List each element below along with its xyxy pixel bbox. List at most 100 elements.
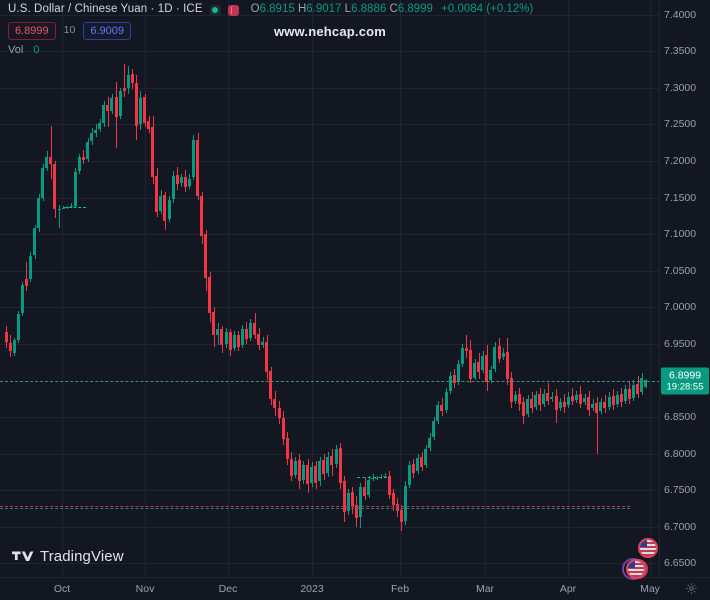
high-label: H	[297, 3, 307, 16]
grid-line-h	[0, 307, 660, 309]
flat-period-marker	[64, 207, 86, 209]
price-scale[interactable]: 7.4000 7.3500 7.3000 7.2500 7.2000 7.1500 7.10…	[659, 0, 710, 578]
remove-indicator-icon[interactable]	[227, 4, 239, 16]
candle-body	[45, 156, 48, 168]
candle-body	[465, 347, 468, 352]
price-tick-label: 6.7000	[664, 520, 697, 533]
grid-line-h	[0, 124, 660, 126]
price-tick-label: 7.4000	[664, 8, 697, 21]
candle-body	[163, 195, 166, 221]
candle-body	[603, 401, 606, 409]
candle-body	[131, 73, 134, 84]
candle-wick	[466, 335, 467, 359]
us-flag-badge[interactable]	[638, 538, 658, 558]
candle-body	[70, 205, 73, 208]
current-price-time: 19:28:55	[666, 381, 704, 393]
grid-line-h	[0, 453, 660, 455]
indicator-pill-red[interactable]: 6.8999	[8, 21, 56, 40]
candle-body	[278, 407, 281, 419]
candle-body	[245, 328, 248, 340]
change-value: +0.0084 (+0.12%)	[441, 3, 534, 16]
price-tick-label: 7.0000	[664, 301, 697, 314]
grid-line-h	[0, 490, 660, 492]
candle-wick	[71, 202, 72, 208]
candle-body	[273, 398, 276, 409]
candle-body	[591, 403, 594, 409]
candle-body	[94, 129, 97, 134]
price-tick-label: 7.0500	[664, 264, 697, 277]
candle-body	[269, 370, 272, 400]
candle-body	[343, 481, 346, 513]
price-tick-label: 7.1500	[664, 191, 697, 204]
price-tick-label: 6.7500	[664, 484, 697, 497]
open-label: O	[250, 3, 260, 16]
candle-wick	[59, 204, 60, 229]
candle-body	[624, 389, 627, 401]
candle-body	[33, 228, 36, 256]
candle-body	[115, 97, 118, 118]
candle-body	[347, 493, 350, 511]
candlestick-series	[5, 64, 647, 532]
candle-body	[498, 346, 501, 359]
candle-body	[440, 404, 443, 412]
gear-icon[interactable]	[685, 582, 698, 595]
candle-body	[493, 346, 496, 370]
grid-line-h	[0, 563, 660, 565]
tradingview-logo[interactable]: TradingView	[12, 548, 124, 565]
candle-body	[13, 340, 16, 353]
candle-body	[310, 466, 313, 483]
candle-body	[339, 448, 342, 483]
grid-line-v	[485, 0, 486, 578]
candle-body	[143, 96, 146, 123]
visibility-toggle-icon[interactable]	[209, 4, 221, 16]
candle-body	[608, 396, 611, 407]
symbol-title[interactable]: U.S. Dollar / Chinese Yuan · 1D · ICE	[8, 3, 203, 16]
candle-body	[502, 352, 505, 358]
candle-body	[595, 403, 598, 413]
candle-body	[265, 341, 268, 372]
price-tick-label: 6.6500	[664, 557, 697, 570]
candle-body	[485, 354, 488, 382]
current-price-badge[interactable]: 6.8999 19:28:55	[661, 367, 709, 395]
candle-body	[168, 200, 171, 220]
grid-line-h	[0, 87, 660, 89]
candle-body	[514, 395, 517, 401]
candle-body	[575, 395, 578, 401]
candle-body	[233, 335, 236, 349]
candle-body	[396, 504, 399, 511]
candle-body	[37, 197, 40, 229]
candle-body	[518, 394, 521, 404]
candle-wick	[381, 474, 382, 480]
candle-body	[155, 175, 158, 213]
candle-body	[583, 398, 586, 403]
indicator-pill-blue[interactable]: 6.9009	[83, 21, 131, 40]
chart-legend: U.S. Dollar / Chinese Yuan · 1D · ICE O 6…	[8, 3, 533, 56]
candle-body	[216, 329, 219, 336]
candle-body	[404, 485, 407, 521]
time-scale[interactable]: Oct Nov Dec 2023 Feb Mar Apr May	[0, 577, 710, 600]
close-label: C	[389, 3, 398, 16]
volume-value: 0	[33, 44, 40, 56]
candle-body	[29, 256, 32, 279]
candle-wick	[67, 205, 68, 209]
candle-body	[400, 509, 403, 523]
candle-body	[636, 384, 639, 394]
event-flag-badges[interactable]	[612, 538, 672, 580]
us-flag-badge[interactable]	[626, 559, 646, 579]
flat-period-marker	[357, 477, 387, 479]
candle-body	[90, 133, 93, 142]
candle-body	[180, 177, 183, 183]
candle-body	[371, 478, 374, 480]
candle-body	[326, 456, 329, 473]
candle-body	[241, 329, 244, 346]
candle-body	[453, 375, 456, 384]
candle-body	[620, 394, 623, 403]
price-tick-label: 7.1000	[664, 228, 697, 241]
candle-body	[49, 156, 52, 164]
candle-body	[367, 479, 370, 495]
candle-body	[477, 362, 480, 372]
candle-body	[176, 174, 179, 185]
candle-body	[212, 311, 215, 336]
candle-body	[424, 449, 427, 466]
candle-body	[644, 380, 647, 388]
